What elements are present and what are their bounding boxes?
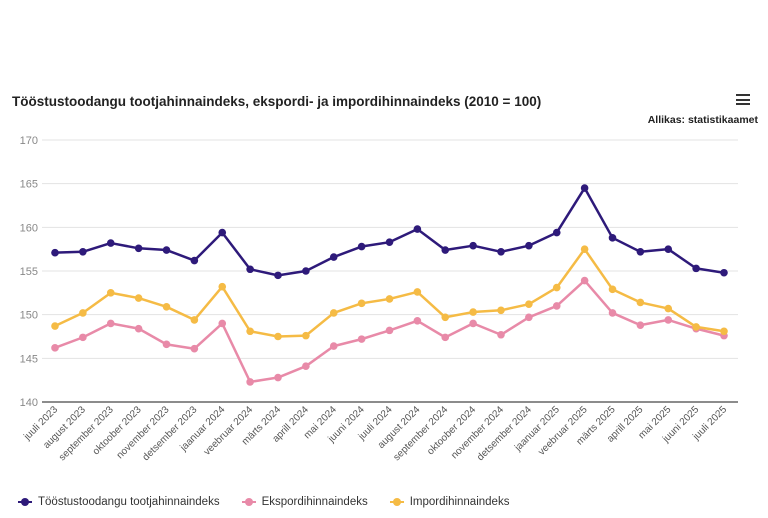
data-point [580, 184, 589, 192]
data-point [552, 283, 561, 292]
data-point [385, 295, 394, 303]
data-point [469, 319, 477, 328]
data-point [720, 268, 728, 277]
data-point [162, 246, 171, 254]
data-point [469, 241, 477, 250]
data-point [692, 264, 700, 273]
data-point [162, 340, 171, 349]
data-point [552, 302, 561, 310]
data-point [525, 300, 533, 308]
data-point [357, 242, 366, 251]
data-point [106, 239, 115, 247]
data-point [357, 299, 366, 308]
x-tick-label: oktoober 2024 [425, 404, 478, 457]
data-point [329, 253, 338, 261]
legend-marker-icon [241, 498, 256, 506]
data-point [385, 326, 394, 335]
data-point [134, 294, 143, 302]
data-point [720, 327, 728, 336]
data-point [274, 373, 282, 382]
data-point [385, 238, 394, 246]
data-point [608, 234, 617, 242]
data-point [246, 378, 254, 386]
y-tick-label: 170 [20, 135, 38, 147]
data-point [441, 246, 450, 254]
data-point [79, 247, 87, 256]
data-point [218, 228, 227, 237]
data-point [274, 271, 282, 280]
data-point [441, 333, 450, 342]
data-point [329, 309, 338, 317]
series-line [54, 186, 725, 277]
data-point [246, 327, 254, 336]
data-point [692, 323, 700, 331]
data-point [106, 319, 115, 328]
legend-item[interactable]: Tööstustoodangu tootjahinnaindeks [18, 496, 220, 508]
y-tick-label: 160 [20, 222, 38, 234]
legend-label: Ekspordihinnaindeks [261, 496, 368, 508]
chart-source: Allikas: statistikaamet [647, 114, 758, 126]
legend-label: Tööstustoodangu tootjahinnaindeks [38, 496, 220, 508]
legend-marker-icon [389, 498, 404, 506]
data-point [218, 319, 227, 328]
data-point [302, 267, 310, 275]
chart-title: Tööstustoodangu tootjahinnaindeks, ekspo… [12, 94, 542, 109]
legend-item[interactable]: Ekspordihinnaindeks [241, 496, 368, 508]
legend-marker-icon [18, 498, 32, 506]
data-point [636, 321, 645, 329]
data-point [525, 241, 533, 250]
data-point [552, 228, 561, 237]
data-point [79, 309, 87, 317]
data-point [441, 313, 450, 322]
y-tick-label: 145 [20, 353, 38, 365]
data-point [106, 289, 115, 297]
data-point [190, 256, 199, 265]
data-point [608, 285, 617, 294]
data-point [497, 306, 505, 315]
legend: Tööstustoodangu tootjahinnaindeks Ekspord… [18, 496, 509, 508]
data-point [664, 304, 673, 313]
data-point [51, 248, 59, 257]
data-point [580, 276, 589, 285]
hamburger-icon[interactable] [736, 94, 750, 106]
data-point [190, 344, 199, 353]
data-point [329, 342, 338, 350]
y-tick-label: 150 [20, 310, 38, 322]
data-point [246, 265, 254, 274]
data-point [580, 245, 589, 253]
data-point [469, 308, 477, 316]
data-point [664, 245, 673, 253]
data-point [218, 282, 227, 291]
data-point [51, 344, 59, 352]
series-line [54, 247, 725, 338]
data-point [413, 316, 422, 325]
data-point [51, 322, 59, 330]
data-point [134, 324, 143, 333]
data-point [608, 309, 617, 317]
data-point [413, 225, 422, 233]
data-point [525, 313, 533, 322]
y-tick-label: 155 [20, 266, 38, 278]
data-point [162, 303, 171, 311]
data-point [302, 331, 310, 340]
y-tick-label: 165 [20, 179, 38, 191]
legend-item[interactable]: Impordihinnaindeks [389, 496, 510, 508]
data-point [357, 335, 366, 343]
data-point [302, 362, 310, 370]
data-point [79, 333, 87, 342]
data-point [636, 247, 645, 256]
data-point [134, 244, 143, 253]
data-point [497, 247, 505, 256]
data-point [274, 332, 282, 341]
data-point [413, 288, 422, 296]
legend-label: Impordihinnaindeks [409, 496, 510, 508]
data-point [190, 316, 199, 324]
y-tick-label: 140 [20, 397, 38, 409]
data-point [636, 298, 645, 307]
x-tick-label: oktoober 2023 [91, 404, 144, 457]
data-point [664, 316, 673, 324]
data-point [497, 330, 505, 339]
